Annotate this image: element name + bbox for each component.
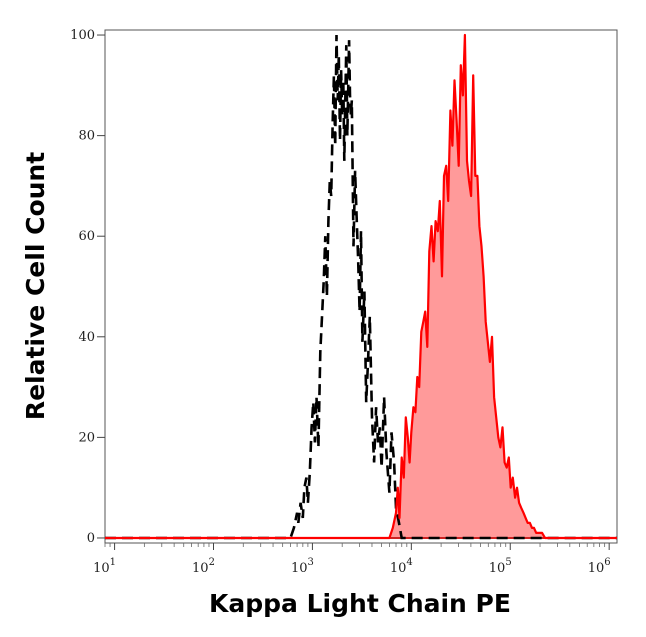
y-tick-label: 0: [87, 531, 95, 546]
fill-layer: [105, 35, 617, 538]
x-tick-label: 105: [489, 557, 512, 576]
x-tick-label: 106: [588, 557, 611, 576]
x-tick-label: 104: [390, 557, 413, 576]
y-tick-label: 80: [78, 129, 95, 144]
series-2-fill: [105, 35, 617, 538]
x-tick-label: 101: [93, 557, 116, 576]
y-tick-label: 100: [70, 28, 95, 43]
series-2-line: [105, 33, 617, 540]
y-axis-ticks: 0 20 40 60 80 100: [70, 28, 105, 546]
y-tick-label: 20: [78, 430, 95, 445]
x-axis-title: Kappa Light Chain PE: [209, 589, 511, 618]
y-tick-label: 60: [78, 229, 95, 244]
series-1-line: [105, 34, 617, 540]
x-axis-ticks: 101 102 103 104 105 106: [93, 543, 611, 576]
line-layer: [105, 33, 617, 540]
x-tick-label: 103: [291, 557, 314, 576]
y-tick-label: 40: [78, 330, 95, 345]
x-tick-label: 102: [192, 557, 215, 576]
y-axis-title: Relative Cell Count: [21, 152, 50, 420]
